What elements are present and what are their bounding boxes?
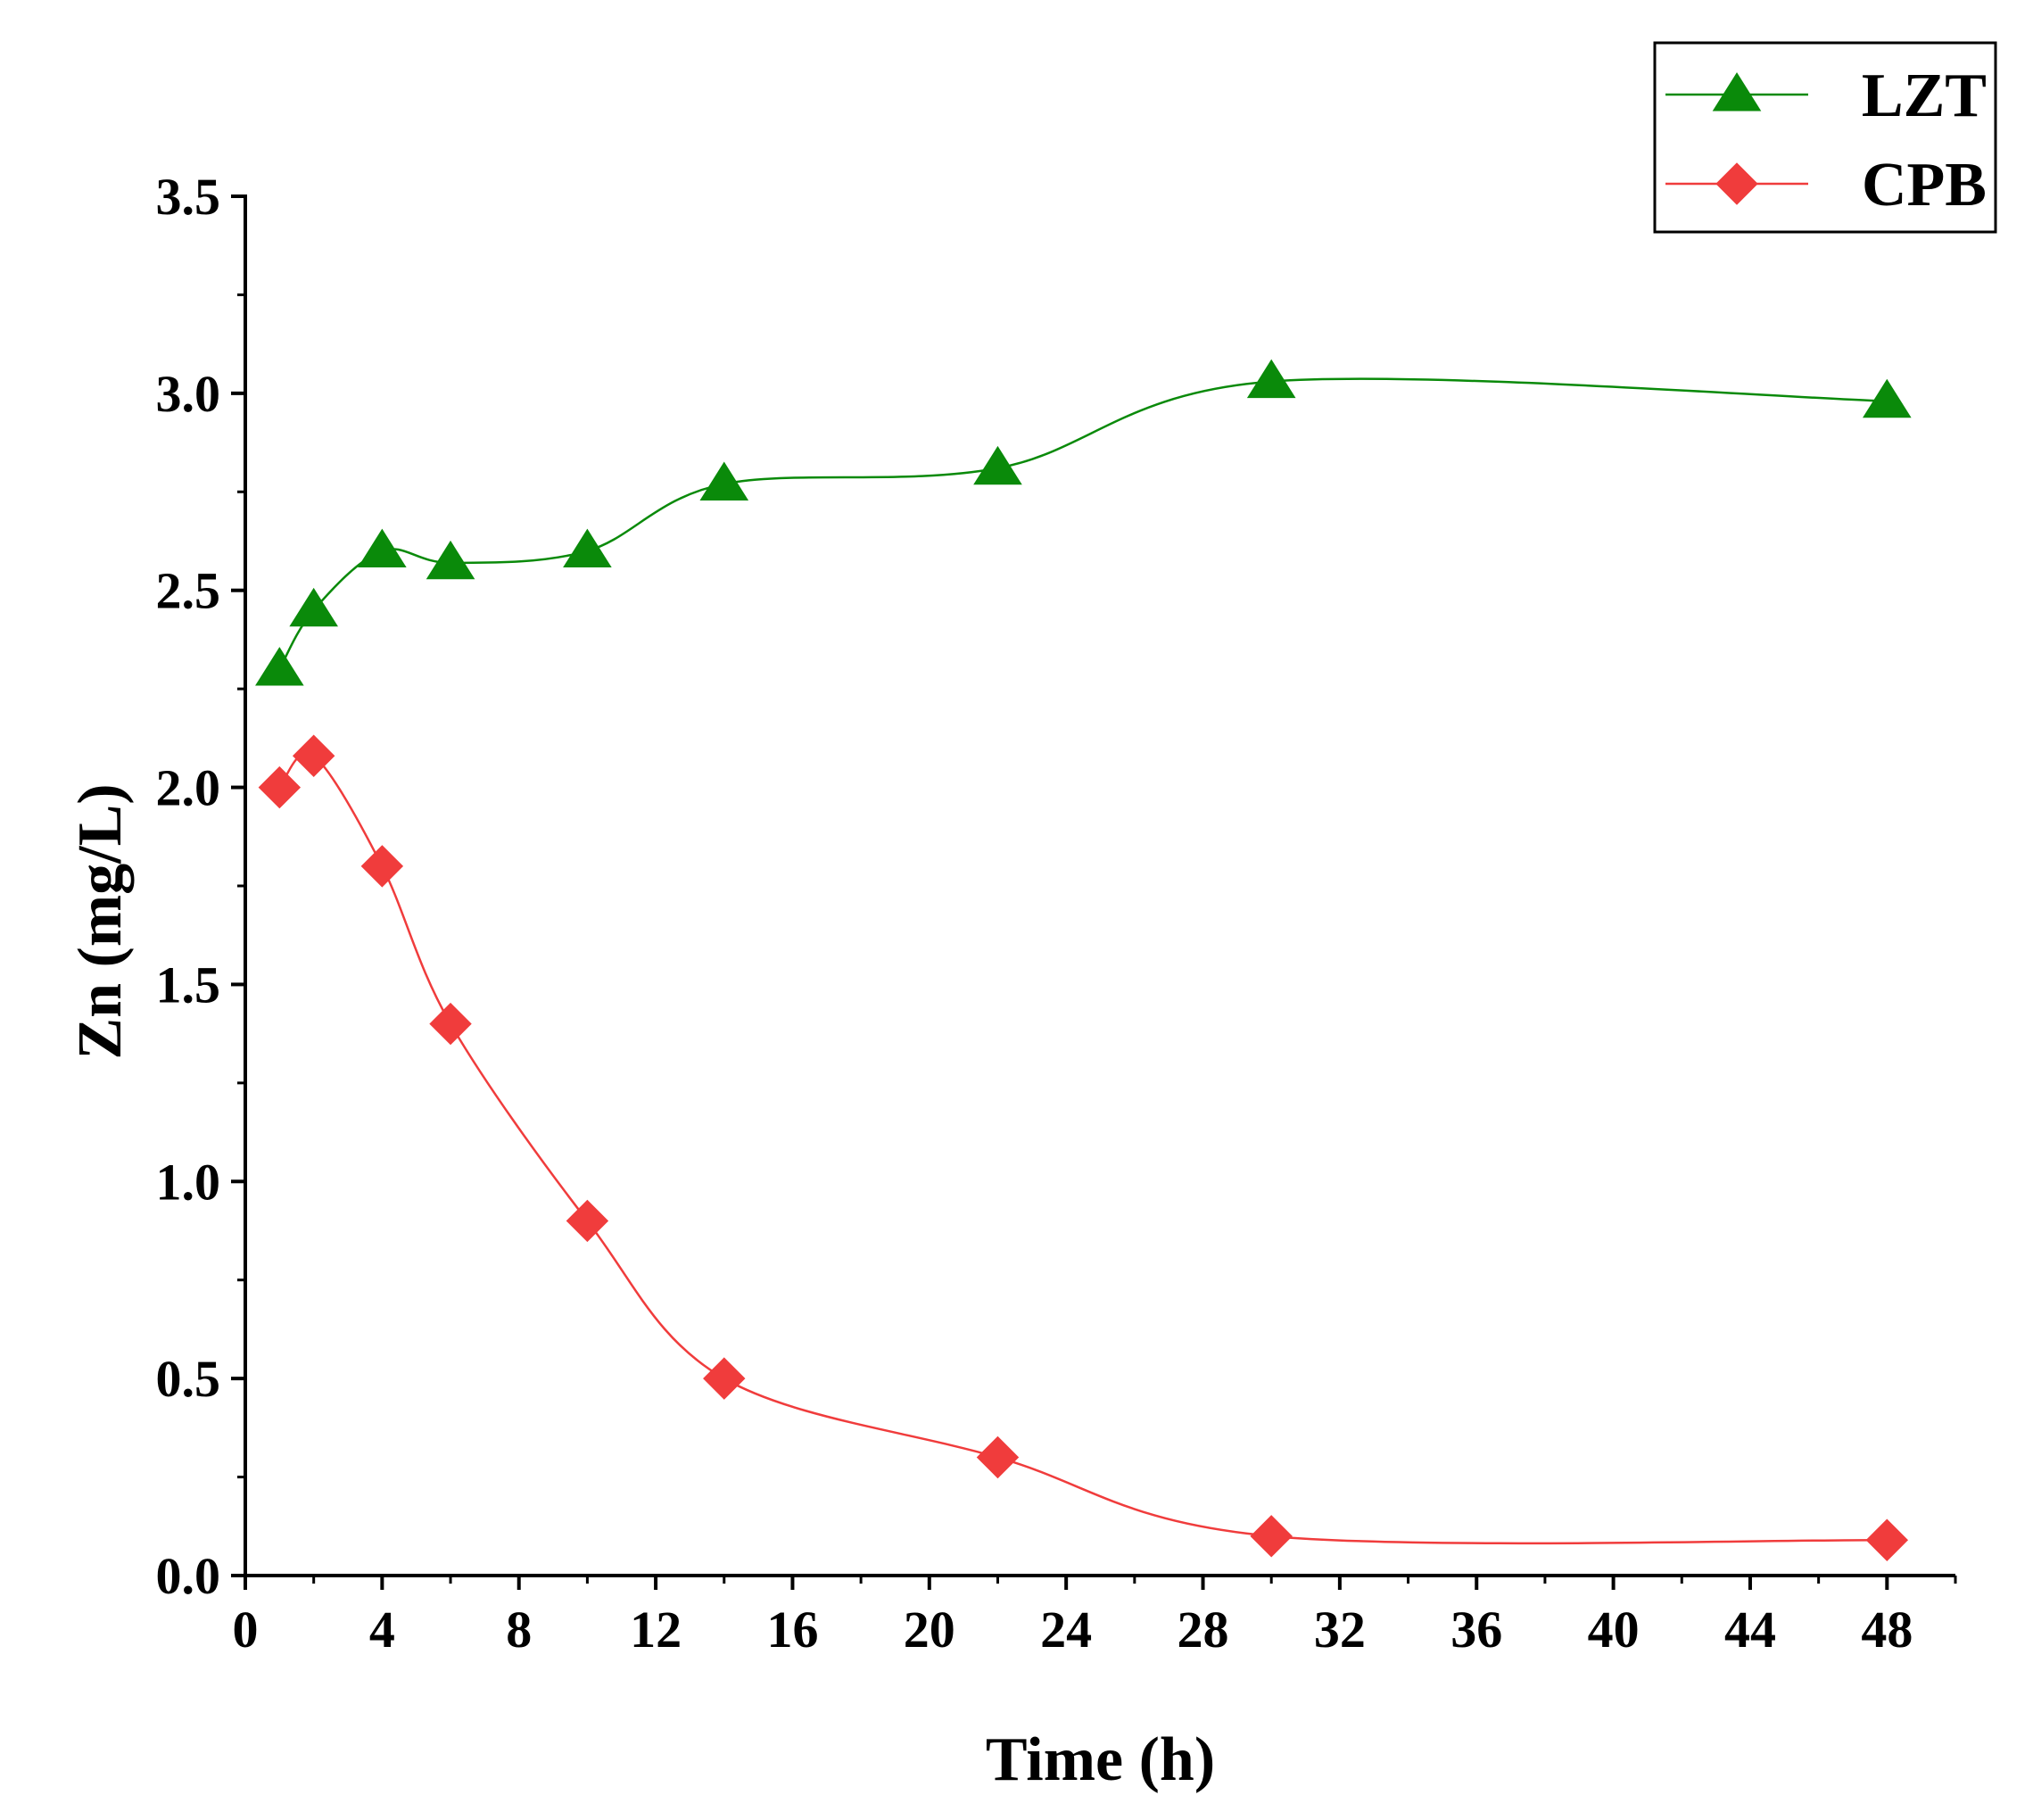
data-point-lzt [426, 540, 475, 580]
x-tick-label: 20 [904, 1601, 955, 1659]
x-tick-label: 28 [1178, 1601, 1229, 1659]
y-tick-label: 2.0 [156, 759, 221, 817]
data-point-lzt [289, 587, 338, 627]
y-tick-label: 1.0 [156, 1153, 221, 1211]
data-point-cpb [566, 1199, 609, 1243]
y-tick-label: 2.5 [156, 562, 221, 620]
y-tick-label: 3.0 [156, 365, 221, 423]
data-point-lzt [255, 647, 304, 686]
x-tick-label: 36 [1450, 1601, 1502, 1659]
x-tick-label: 0 [233, 1601, 259, 1659]
x-tick-label: 16 [766, 1601, 818, 1659]
legend-label-cpb: CPB [1862, 151, 1987, 219]
x-tick-label: 8 [506, 1601, 532, 1659]
data-point-lzt [1863, 378, 1912, 418]
legend: LZT CPB [1653, 41, 1997, 234]
legend-box [1653, 41, 1997, 234]
legend-marker-cpb [1715, 162, 1758, 205]
data-point-cpb [1865, 1518, 1909, 1561]
data-point-cpb [976, 1435, 1020, 1479]
y-tick-label: 0.0 [156, 1547, 221, 1605]
x-axis-title: Time (h) [986, 1725, 1215, 1794]
data-point-lzt [1246, 359, 1296, 399]
x-tick-label: 12 [630, 1601, 682, 1659]
data-point-cpb [1250, 1515, 1293, 1558]
data-point-cpb [703, 1357, 746, 1400]
data-point-lzt [973, 445, 1022, 485]
x-tick-label: 32 [1314, 1601, 1366, 1659]
legend-marker-lzt [1712, 72, 1762, 112]
data-point-cpb [360, 845, 404, 888]
legend-label-lzt: LZT [1862, 62, 1987, 130]
y-tick-label: 1.5 [156, 956, 221, 1013]
data-point-lzt [563, 528, 612, 568]
x-tick-label: 40 [1588, 1601, 1640, 1659]
x-tick-label: 24 [1040, 1601, 1092, 1659]
axes: 0 4 8 12 16 20 24 28 32 36 40 44 480.00.51.01.52.02.… [156, 168, 1957, 1659]
data-point-lzt [699, 461, 749, 500]
data-point-cpb [429, 1002, 472, 1046]
data-point-lzt [358, 528, 407, 568]
data-point-cpb [258, 765, 302, 809]
x-tick-label: 4 [369, 1601, 395, 1659]
x-tick-label: 48 [1861, 1601, 1913, 1659]
y-axis-title: Zn (mg/L) [66, 783, 135, 1059]
y-tick-label: 3.5 [156, 168, 221, 226]
series-markers [255, 359, 1912, 1561]
y-tick-label: 0.5 [156, 1350, 221, 1408]
data-point-cpb [292, 734, 335, 777]
x-tick-label: 44 [1724, 1601, 1776, 1659]
